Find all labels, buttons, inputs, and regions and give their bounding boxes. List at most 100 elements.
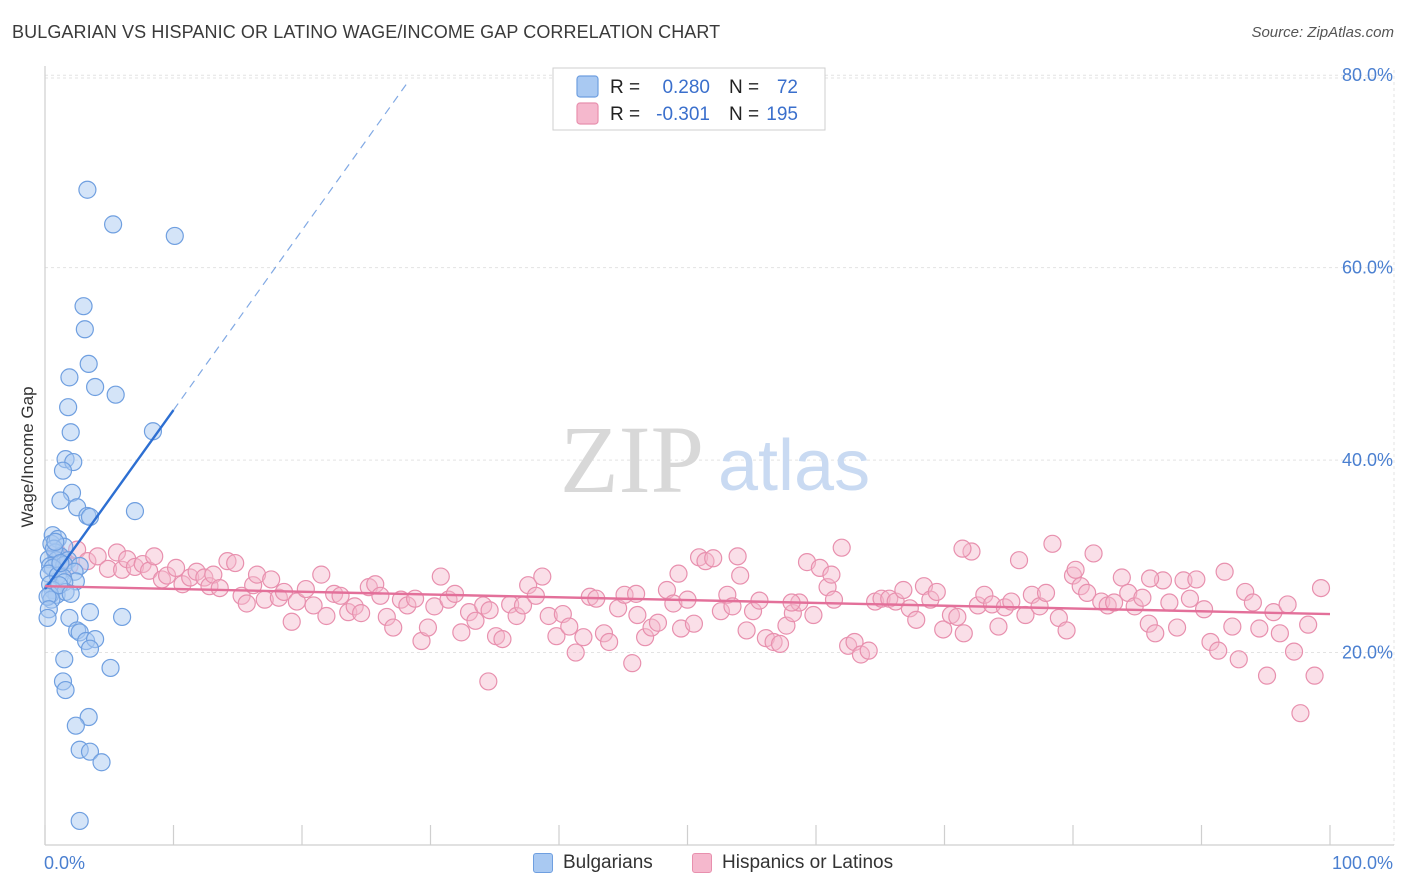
series-hispanics-points [47,534,1331,723]
legend-n-value: 195 [766,104,798,125]
point-bulgarian [86,377,105,397]
point-bulgarian [51,491,70,510]
trend-bulgarians [44,409,175,590]
point-hispanic [1105,593,1124,612]
point-hispanic [953,539,972,558]
point-hispanic [479,672,498,691]
point-hispanic [398,596,417,615]
point-bulgarian [59,398,78,417]
trend-hispanics [44,584,1331,616]
point-bulgarian [112,607,132,627]
legend-label-bulgarians: Bulgarians [563,852,653,873]
y-tick-label: 60.0% [1342,258,1393,278]
point-hispanic [1057,621,1076,640]
point-hispanic [1257,666,1277,685]
point-bulgarian [125,502,145,521]
watermark-zip: ZIP [560,406,704,513]
point-hispanic [764,632,783,652]
point-hispanic [384,618,403,637]
point-hispanic [894,580,913,600]
point-bulgarian [61,423,80,442]
point-hispanic [1071,577,1090,596]
legend-swatch-bulgarians [533,853,553,873]
point-hispanic [669,564,688,583]
point-hispanic [718,585,737,604]
legend-label-hispanics: Hispanics or Latinos [722,852,894,873]
point-hispanic [594,624,614,643]
point-bulgarian [80,603,100,622]
legend-item-bulgarians: Bulgarians [533,852,653,874]
point-hispanic [247,565,267,584]
x-tick-label-max: 100.0% [1332,853,1393,873]
y-tick-label: 80.0% [1342,65,1393,85]
point-hispanic [560,617,579,636]
chart-title: BULGARIAN VS HISPANIC OR LATINO WAGE/INC… [12,22,721,42]
point-hispanic [1146,624,1165,643]
point-hispanic [533,567,552,586]
point-bulgarian [106,385,125,404]
source-credit: Source: ZipAtlas.com [1251,24,1394,41]
point-hispanic [1078,583,1097,603]
point-hispanic [1043,534,1062,553]
point-hispanic [1229,650,1248,669]
point-hispanic [628,605,647,625]
point-hispanic [1291,704,1310,723]
point-hispanic [493,629,512,649]
point-bulgarian [61,584,80,603]
point-bulgarian [92,753,111,772]
point-hispanic [166,558,186,577]
point-hispanic [1209,641,1228,660]
y-tick-label: 20.0% [1342,643,1393,663]
point-hispanic [600,632,619,652]
point-bulgarian [101,658,120,678]
point-hispanic [547,627,566,646]
point-hispanic [1180,589,1200,608]
point-hispanic [331,586,350,605]
point-hispanic [352,604,371,623]
point-hispanic [1250,619,1269,638]
point-hispanic [989,617,1008,636]
point-hispanic [824,590,844,609]
point-hispanic [107,543,127,562]
legend-stats: R = 0.280 N = 72 R = -0.301 N = 195 [552,67,826,131]
point-hispanic [1284,642,1304,661]
point-bulgarian [51,553,70,573]
point-hispanic [377,607,396,627]
point-bulgarian [79,354,98,374]
point-bulgarian [78,180,97,199]
point-bulgarian [60,368,79,387]
point-hispanic [325,584,344,603]
point-hispanic [574,628,593,647]
point-hispanic [1311,578,1331,598]
point-hispanic [1187,570,1206,589]
point-hispanic [770,634,790,654]
point-hispanic [98,559,118,578]
point-hispanic [566,643,585,662]
point-hispanic [954,624,973,643]
point-hispanic [648,613,668,632]
point-hispanic [1139,614,1158,633]
point-bulgarian [53,461,73,480]
point-hispanic [304,596,323,615]
legend-swatch-hispanics [692,853,712,873]
point-hispanic [1223,617,1242,636]
point-hispanic [296,579,315,599]
point-bulgarian [104,215,123,234]
point-hispanic [623,654,642,673]
point-hispanic [711,602,731,621]
point-hispanic [345,597,364,616]
point-hispanic [934,620,953,639]
trend-lines [44,80,1331,616]
point-hispanic [1278,595,1297,614]
point-hispanic [1009,551,1029,570]
point-hispanic [704,549,723,568]
point-hispanic [1066,560,1085,579]
point-hispanic [927,582,946,602]
point-hispanic [226,553,245,573]
point-hispanic [1299,615,1318,634]
legend-r-label: R = [610,104,640,125]
point-hispanic [1133,588,1152,607]
axes [44,66,1394,846]
point-bulgarian [46,532,65,552]
point-bulgarian [70,811,89,831]
